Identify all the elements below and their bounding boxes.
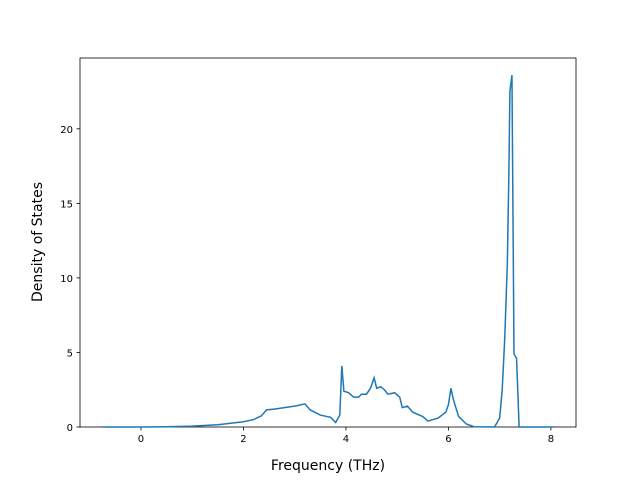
y-tick-label: 20 [60, 125, 73, 136]
x-tick-label: 8 [548, 434, 554, 445]
y-tick-label: 15 [60, 199, 73, 210]
plot-frame [79, 57, 577, 428]
x-tick-label: 4 [343, 434, 349, 445]
y-tick-label: 0 [67, 423, 73, 434]
x-tick-label: 2 [240, 434, 246, 445]
x-tick-label: 0 [138, 434, 144, 445]
y-tick-label: 5 [67, 348, 73, 359]
y-axis-label: Density of States [30, 182, 46, 302]
x-axis-label: Frequency (THz) [271, 458, 385, 474]
x-tick-label: 6 [445, 434, 451, 445]
line-series [102, 75, 554, 428]
y-tick-label: 10 [60, 274, 73, 285]
